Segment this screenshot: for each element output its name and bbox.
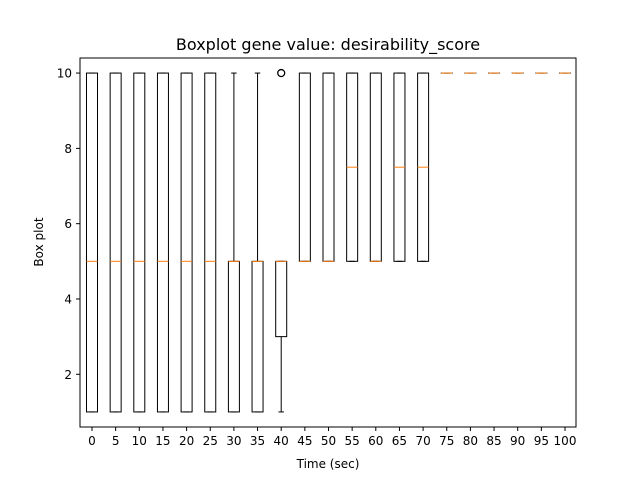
box: [133, 72, 146, 413]
x-tick-label: 95: [534, 434, 549, 448]
y-tick-label: 8: [64, 142, 72, 156]
box-group-45: [298, 72, 311, 262]
box-group-30: [227, 72, 240, 413]
box-group-15: [156, 72, 169, 413]
x-tick-label: 15: [155, 434, 170, 448]
y-axis-label: Box plot: [32, 217, 46, 266]
x-axis-label: Time (sec): [296, 457, 360, 471]
y-axis: 2 4 6 8 10: [57, 67, 80, 382]
x-tick-label: 60: [368, 434, 383, 448]
x-tick-label: 90: [510, 434, 525, 448]
box-group-20: [180, 72, 193, 413]
outlier-point: [277, 68, 286, 78]
x-tick-label: 100: [554, 434, 577, 448]
box-group-0: [86, 72, 98, 413]
x-tick-label: 25: [203, 434, 218, 448]
box: [156, 72, 169, 413]
box-group-65: [393, 72, 406, 262]
x-tick-label: 30: [226, 434, 241, 448]
x-tick-label: 75: [439, 434, 454, 448]
chart-title: Boxplot gene value: desirability_score: [176, 35, 480, 55]
box-group-70: [417, 72, 430, 262]
y-tick-label: 4: [64, 292, 72, 306]
x-tick-label: 85: [486, 434, 501, 448]
box: [109, 72, 122, 413]
box-group-5: [109, 72, 122, 413]
x-tick-label: 0: [88, 434, 96, 448]
y-tick-label: 6: [64, 217, 72, 231]
box: [204, 72, 217, 413]
x-tick-label: 45: [297, 434, 312, 448]
box-group-25: [204, 72, 217, 413]
box: [86, 72, 98, 413]
x-tick-label: 20: [179, 434, 194, 448]
box-group-40: [275, 68, 288, 413]
box-group-50: [322, 72, 335, 262]
y-tick-label: 10: [57, 67, 72, 81]
box: [180, 72, 193, 413]
x-tick-label: 65: [392, 434, 407, 448]
x-tick-label: 40: [274, 434, 289, 448]
x-tick-label: 10: [132, 434, 147, 448]
x-tick-label: 55: [345, 434, 360, 448]
box-group-10: [133, 72, 146, 413]
x-tick-label: 50: [321, 434, 336, 448]
x-tick-label: 80: [463, 434, 478, 448]
x-tick-label: 5: [112, 434, 120, 448]
box-group-35: [251, 72, 264, 413]
box-group-60: [369, 72, 382, 262]
y-tick-label: 2: [64, 368, 72, 382]
x-tick-label: 35: [250, 434, 265, 448]
plot-area: [86, 68, 571, 413]
box-group-55: [346, 72, 359, 262]
x-tick-label: 70: [415, 434, 430, 448]
x-axis: 0 5 10 15 20 25 30 35 40 45 50 55 60 65 70 75 80 85 90 95 10…: [88, 427, 576, 448]
